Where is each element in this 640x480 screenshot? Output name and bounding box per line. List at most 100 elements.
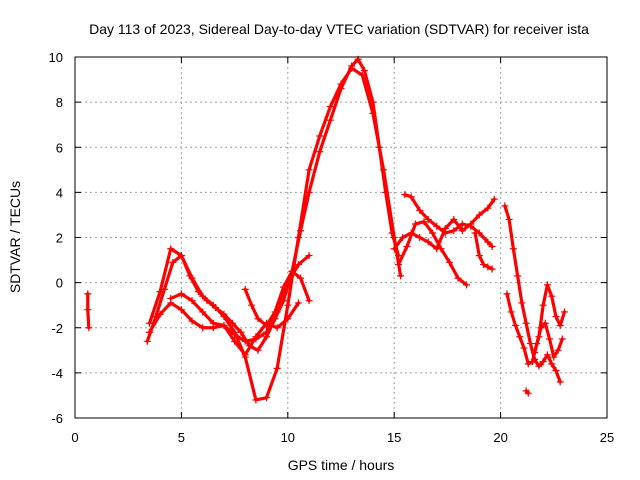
data-point (399, 234, 407, 241)
data-point (390, 234, 398, 241)
data-point (556, 321, 564, 329)
data-point (397, 272, 405, 280)
data-point (516, 333, 524, 341)
data-point (524, 389, 532, 397)
data-point (475, 252, 483, 260)
data-point (84, 290, 92, 298)
data-point (541, 319, 549, 327)
series-arc-j (501, 202, 564, 386)
data-point (488, 243, 496, 251)
data-point (420, 218, 428, 226)
data-point (273, 324, 281, 332)
data-point (167, 245, 175, 253)
y-tick-label: 0 (56, 276, 63, 291)
data-point (254, 346, 262, 354)
series-trace (533, 283, 567, 355)
y-tick-label: -4 (51, 366, 63, 381)
data-point (543, 281, 551, 289)
data-point (554, 346, 562, 354)
data-point (467, 222, 475, 230)
data-point (177, 306, 185, 314)
series-arc-m (522, 387, 532, 397)
y-tick-label: 10 (49, 50, 63, 65)
data-point (294, 261, 302, 269)
data-point (401, 191, 409, 199)
data-point (305, 297, 313, 305)
x-tick-label: 10 (281, 430, 295, 445)
series-trace (403, 193, 494, 249)
data-point (288, 267, 296, 275)
data-point (199, 292, 207, 300)
data-point (380, 166, 388, 174)
data-point (177, 252, 185, 260)
data-point (326, 116, 334, 124)
series-arc-b (145, 64, 405, 404)
data-point (294, 234, 302, 241)
data-point (518, 299, 526, 307)
data-point (297, 274, 305, 282)
data-point (511, 321, 519, 329)
data-point (326, 103, 334, 111)
x-axis-label: GPS time / hours (288, 457, 395, 473)
data-point (437, 245, 445, 253)
data-point (416, 234, 424, 241)
data-point (360, 67, 368, 75)
data-point (531, 349, 539, 357)
x-tick-label: 15 (387, 430, 401, 445)
data-point (560, 308, 568, 316)
data-point (416, 206, 424, 214)
data-point (263, 328, 271, 336)
data-point (169, 258, 177, 266)
y-tick-label: 8 (56, 95, 63, 110)
data-point (535, 333, 543, 341)
data-point (254, 315, 262, 323)
y-tick-label: 2 (56, 231, 63, 246)
data-point (548, 360, 556, 368)
series-trace (147, 253, 311, 343)
tick-layer: 0 5 10 15 20 25 -6 -4 -2 0 2 4 6 8 10 (49, 50, 615, 445)
data-point (252, 396, 260, 404)
data-point (450, 227, 458, 235)
data-point (273, 364, 281, 372)
data-point (284, 315, 292, 323)
data-point (552, 367, 560, 375)
data-point (248, 301, 256, 309)
data-point (263, 321, 271, 329)
data-point (394, 261, 402, 269)
data-point (446, 258, 454, 266)
data-point (231, 331, 239, 339)
data-point (484, 204, 492, 212)
data-point (305, 252, 313, 260)
data-point (505, 215, 513, 223)
data-point (241, 337, 249, 345)
data-point (143, 337, 151, 345)
data-point (484, 263, 492, 271)
data-point (509, 245, 517, 253)
data-point (458, 220, 466, 228)
data-point (220, 321, 228, 329)
data-point (403, 243, 411, 251)
data-point (543, 351, 551, 359)
y-tick-label: -2 (51, 321, 63, 336)
data-point (167, 294, 175, 302)
data-point (524, 360, 532, 368)
data-point (358, 71, 366, 79)
data-point (237, 328, 245, 336)
data-point (520, 344, 528, 352)
data-point (145, 319, 153, 327)
data-point (188, 274, 196, 282)
data-point (348, 64, 356, 72)
data-point (529, 358, 537, 366)
data-point (550, 353, 558, 361)
data-point (514, 272, 522, 280)
y-tick-label: -6 (51, 411, 63, 426)
data-point (522, 319, 530, 327)
y-axis-label: SDTVAR / TECUs (7, 181, 23, 293)
data-point (177, 290, 185, 298)
data-point (556, 378, 564, 386)
data-point (199, 324, 207, 332)
plot-frame (74, 56, 608, 419)
data-point (552, 312, 560, 320)
